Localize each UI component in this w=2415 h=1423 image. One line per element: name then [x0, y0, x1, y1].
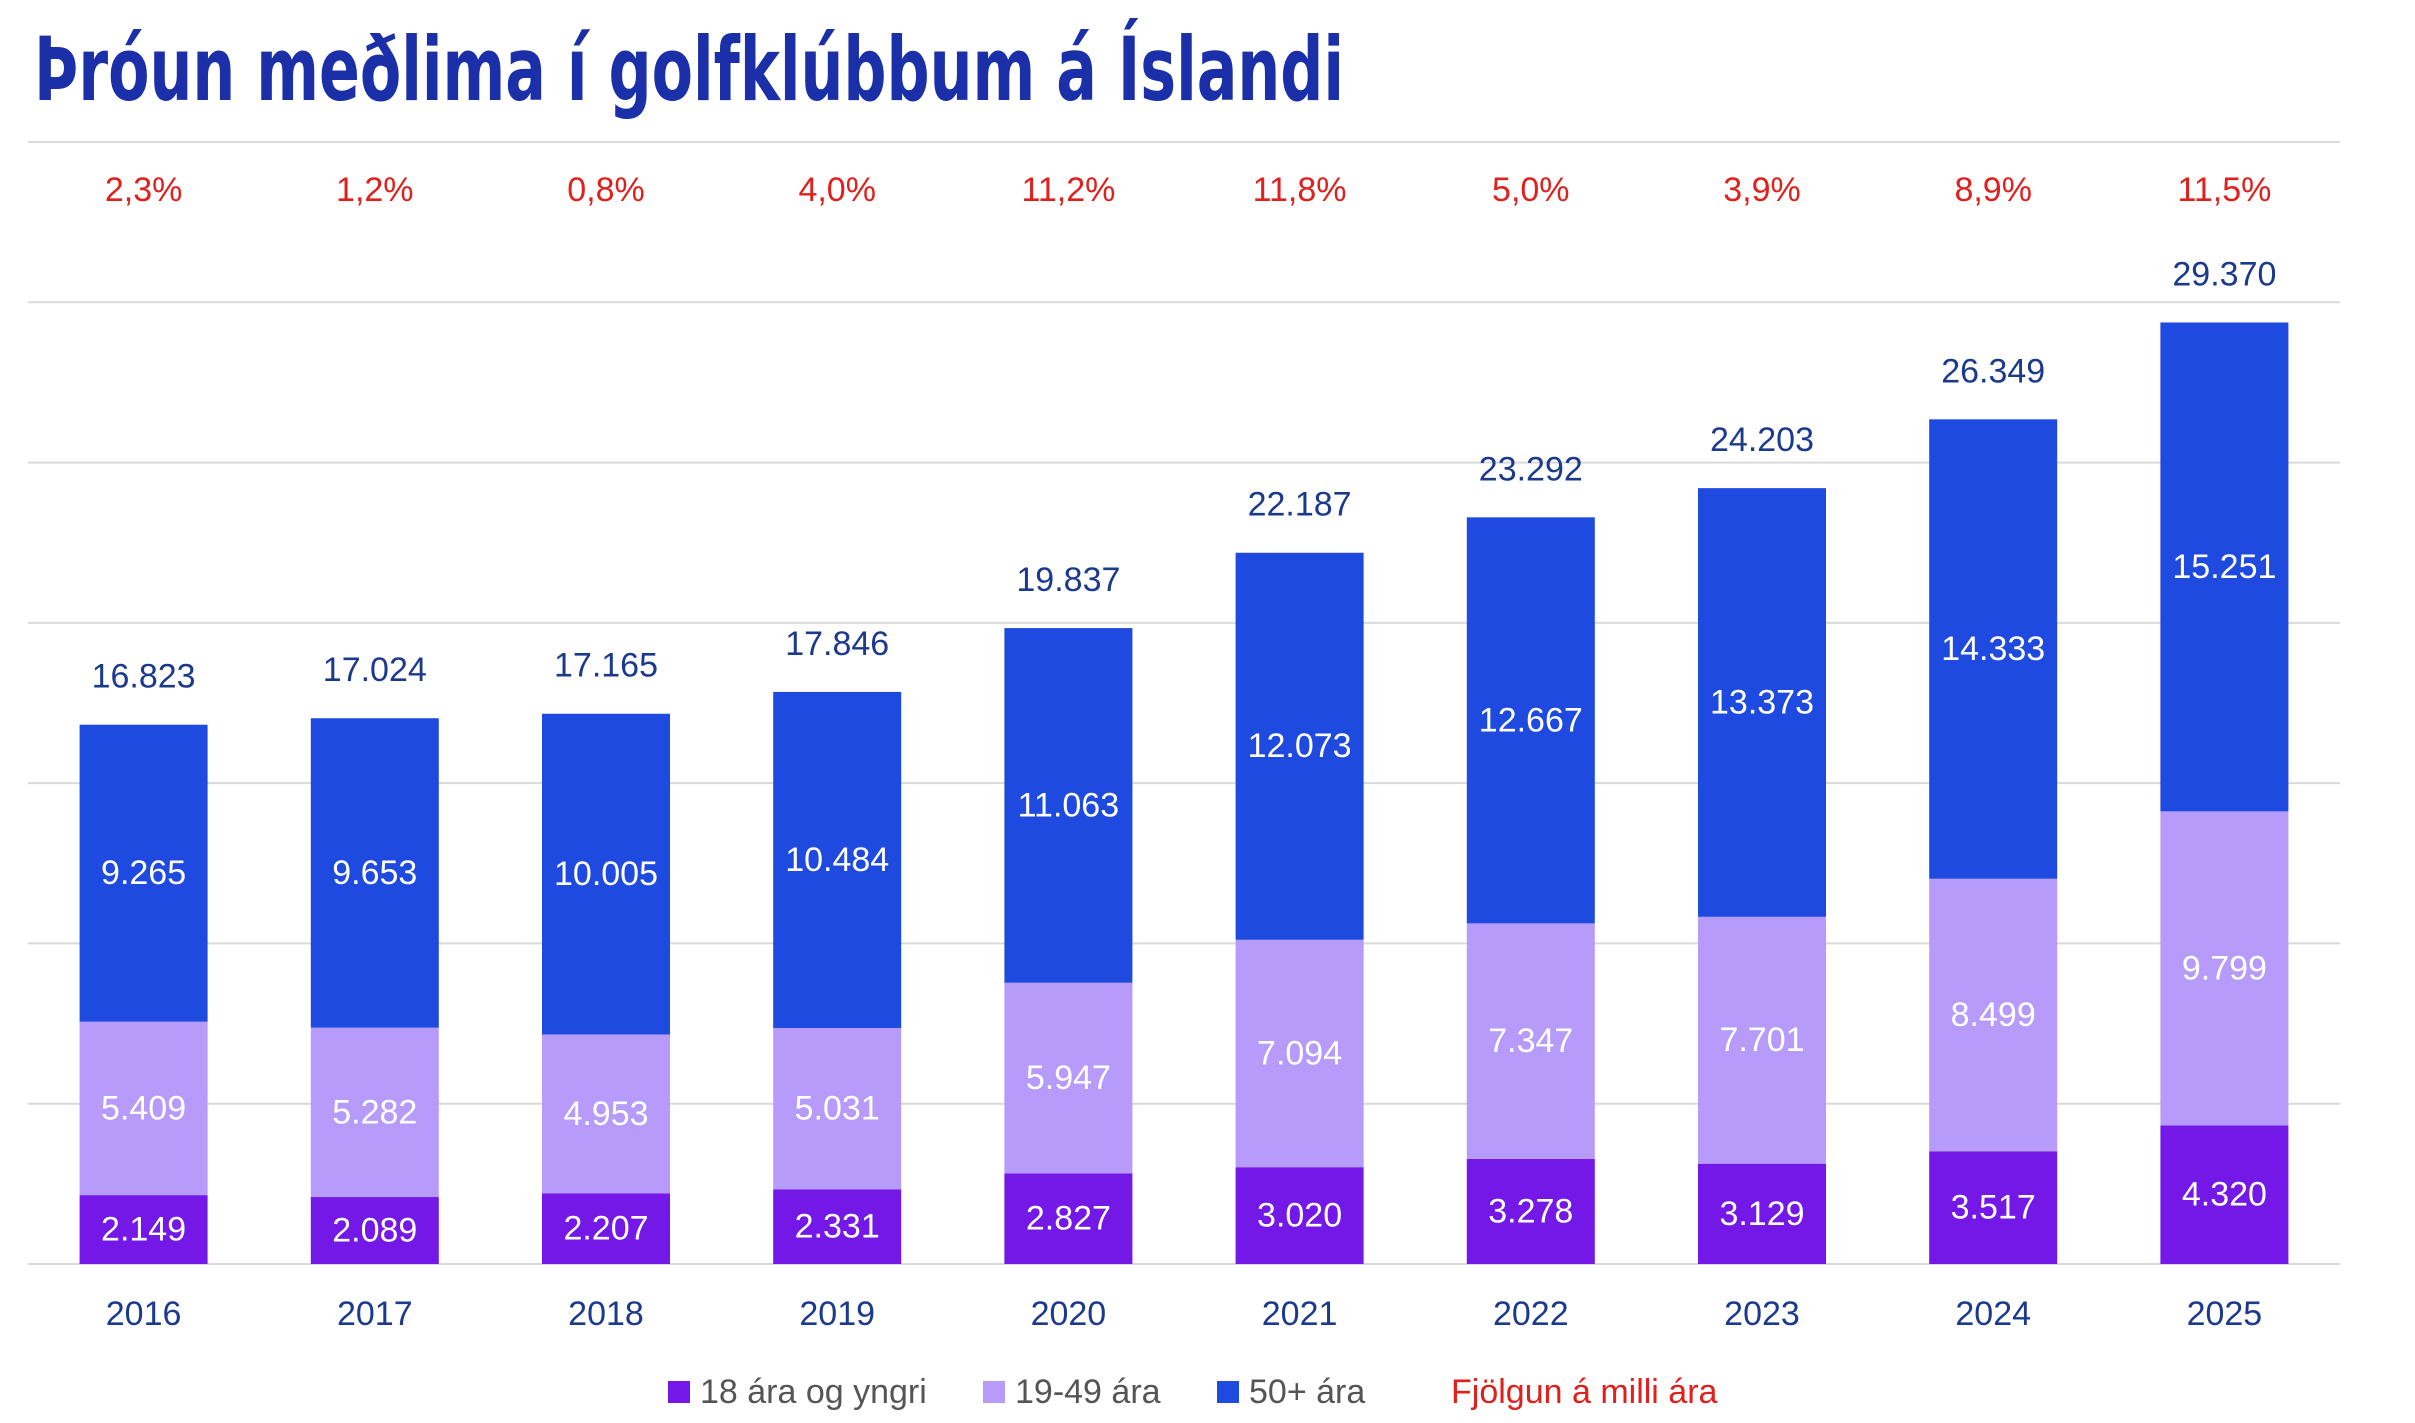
bar-segment — [542, 1193, 670, 1264]
value-label: 2.089 — [332, 1212, 417, 1250]
value-label: 7.701 — [1719, 1021, 1804, 1059]
bar-segment — [1466, 517, 1595, 924]
value-label: 5.409 — [101, 1089, 186, 1127]
growth-label: 0,8% — [567, 171, 645, 209]
bar-segment — [310, 718, 439, 1028]
bar-segment — [1929, 878, 2058, 1152]
value-label: 9.653 — [332, 854, 417, 892]
x-tick-label: 2023 — [1724, 1295, 1800, 1333]
x-tick-label: 2018 — [568, 1295, 644, 1333]
bar-segment — [1004, 982, 1133, 1174]
legend-swatch — [1217, 1381, 1239, 1403]
bar-segment — [773, 1189, 902, 1264]
bar-segment — [310, 1027, 439, 1198]
value-label: 2.827 — [1026, 1200, 1111, 1238]
value-label: 3.020 — [1257, 1197, 1342, 1235]
total-label: 23.292 — [1479, 450, 1583, 488]
bar-segment — [1929, 1151, 2058, 1264]
bar-segment — [1698, 916, 1826, 1164]
bar-segment — [2160, 811, 2289, 1126]
value-label: 10.484 — [785, 841, 889, 879]
legend-swatch — [668, 1381, 690, 1403]
value-label: 15.251 — [2172, 548, 2276, 586]
value-label: 2.207 — [563, 1210, 648, 1248]
bar-segment — [1004, 628, 1133, 983]
value-label: 13.373 — [1710, 683, 1814, 721]
growth-label: 11,5% — [2177, 171, 2271, 209]
growth-label: 11,2% — [1021, 171, 1115, 209]
x-tick-label: 2021 — [1262, 1295, 1338, 1333]
total-label: 16.823 — [92, 658, 196, 696]
value-label: 4.320 — [2182, 1176, 2267, 1214]
growth-label: 4,0% — [798, 171, 876, 209]
growth-label: 2,3% — [105, 171, 183, 209]
x-tick-label: 2022 — [1493, 1295, 1569, 1333]
bar-segment — [1235, 552, 1364, 940]
bar-segment — [310, 1197, 439, 1264]
total-label: 17.165 — [554, 647, 658, 685]
bar-segment — [773, 691, 902, 1028]
total-label: 17.024 — [323, 651, 427, 689]
x-tick-label: 2017 — [337, 1295, 413, 1333]
total-label: 22.187 — [1248, 486, 1352, 524]
bar-segment — [2160, 322, 2289, 812]
bar-segment — [1698, 488, 1826, 917]
value-label: 8.499 — [1951, 996, 2036, 1034]
legend-label: Fjölgun á milli ára — [1451, 1373, 1718, 1411]
total-label: 26.349 — [1941, 352, 2045, 390]
value-label: 3.278 — [1488, 1192, 1573, 1230]
value-label: 14.333 — [1941, 630, 2045, 668]
legend-label: 50+ ára — [1249, 1373, 1365, 1411]
value-label: 7.094 — [1257, 1034, 1342, 1072]
value-label: 5.947 — [1026, 1059, 1111, 1097]
bar-segment — [542, 713, 670, 1035]
x-tick-label: 2019 — [799, 1295, 875, 1333]
value-label: 9.799 — [2182, 949, 2267, 987]
bar-segment — [2160, 1125, 2289, 1264]
x-tick-label: 2020 — [1031, 1295, 1107, 1333]
bar-segment — [79, 1021, 208, 1196]
growth-label: 5,0% — [1492, 171, 1570, 209]
legend-swatch — [983, 1381, 1005, 1403]
value-label: 3.517 — [1951, 1189, 2036, 1227]
bar-segment — [1004, 1173, 1133, 1264]
bar-segment — [1235, 1167, 1364, 1264]
x-tick-label: 2016 — [106, 1295, 182, 1333]
value-label: 10.005 — [554, 855, 658, 893]
x-tick-label: 2024 — [1955, 1295, 2031, 1333]
legend-label: 18 ára og yngri — [700, 1373, 927, 1411]
total-label: 17.846 — [785, 625, 889, 663]
legend-label: 19-49 ára — [1015, 1373, 1161, 1411]
chart-title: Þróun meðlima í golfklúbbum á Íslandi — [34, 18, 1344, 121]
value-label: 12.667 — [1479, 701, 1583, 739]
value-label: 9.265 — [101, 854, 186, 892]
bar-segment — [79, 724, 208, 1022]
value-label: 3.129 — [1719, 1195, 1804, 1233]
bar-segment — [79, 1195, 208, 1264]
value-label: 12.073 — [1248, 727, 1352, 765]
total-label: 29.370 — [2172, 255, 2276, 293]
x-tick-label: 2025 — [2187, 1295, 2263, 1333]
total-label: 24.203 — [1710, 421, 1814, 459]
bar-segment — [1466, 1158, 1595, 1264]
value-label: 2.149 — [101, 1211, 186, 1249]
bar-segment — [773, 1027, 902, 1190]
bar-segment — [1929, 419, 2058, 879]
value-label: 11.063 — [1018, 786, 1119, 824]
value-label: 7.347 — [1488, 1022, 1573, 1060]
value-label: 2.331 — [795, 1208, 880, 1246]
growth-label: 8,9% — [1954, 171, 2032, 209]
bar-segment — [1466, 923, 1595, 1159]
bar-segment — [542, 1034, 670, 1194]
total-label: 19.837 — [1016, 561, 1120, 599]
value-label: 5.031 — [795, 1090, 880, 1128]
value-label: 5.282 — [332, 1093, 417, 1131]
growth-label: 11,8% — [1253, 171, 1347, 209]
growth-label: 3,9% — [1723, 171, 1801, 209]
growth-label: 1,2% — [336, 171, 414, 209]
value-label: 4.953 — [563, 1095, 648, 1133]
bar-segment — [1698, 1163, 1826, 1264]
bar-segment — [1235, 939, 1364, 1168]
